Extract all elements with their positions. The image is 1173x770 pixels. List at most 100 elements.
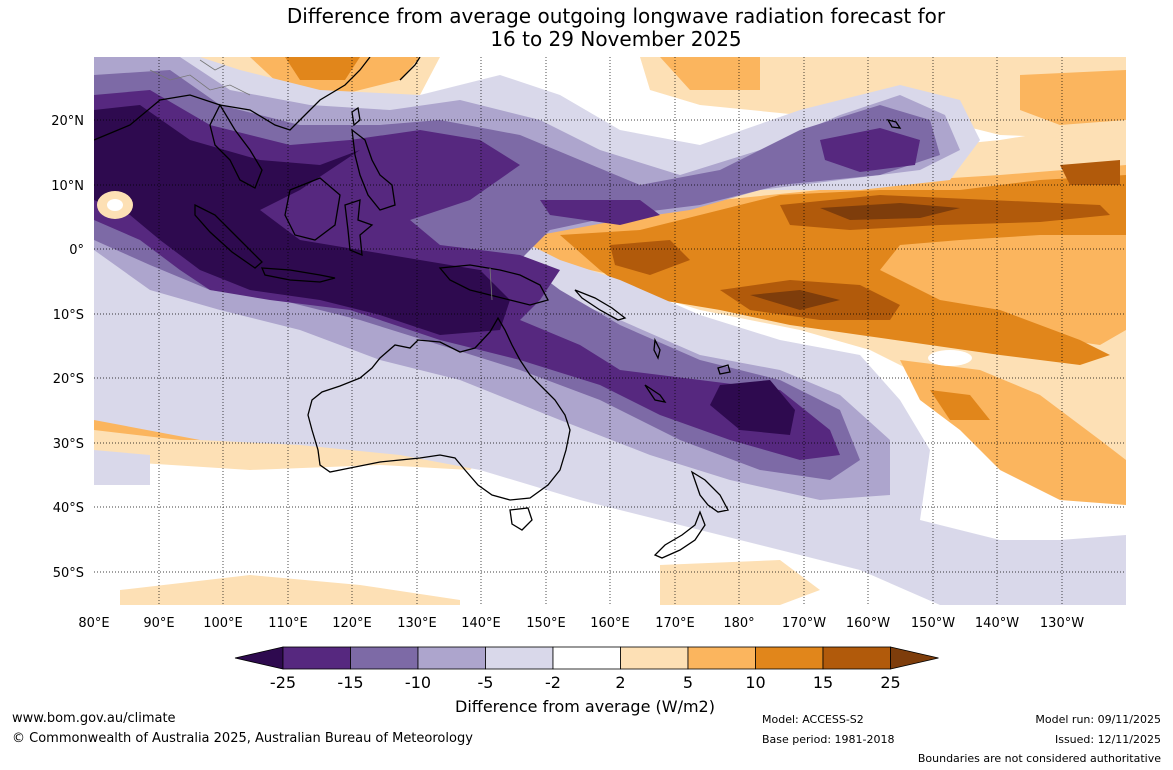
lon-label: 160°W <box>846 616 890 631</box>
anomaly-region <box>660 560 820 605</box>
legend-arrow-high <box>890 646 939 670</box>
lon-label: 130°E <box>397 616 437 631</box>
anomaly-region <box>820 203 960 220</box>
coastlines <box>94 57 902 559</box>
model-name: Model: ACCESS-S2 <box>762 713 864 726</box>
java-coastline <box>260 267 336 283</box>
asia-coastline <box>94 57 371 141</box>
lon-label: 100°E <box>203 616 243 631</box>
lat-label: 50°S <box>53 566 84 581</box>
lat-label: 0° <box>69 243 84 258</box>
graticule <box>94 57 1126 605</box>
anomaly-region <box>750 290 840 310</box>
base-period: Base period: 1981-2018 <box>762 733 895 746</box>
lon-label: 150°E <box>526 616 566 631</box>
legend-tick-label: 5 <box>683 673 693 692</box>
anomaly-region <box>928 350 972 366</box>
legend-swatch <box>620 646 689 670</box>
legend-tick-label: -10 <box>405 673 431 692</box>
japan-coastline <box>399 57 421 81</box>
legend-swatch <box>282 646 351 670</box>
chart-title: Difference from average outgoing longwav… <box>0 5 1173 51</box>
lon-label: 150°W <box>911 616 955 631</box>
legend-tick-label: 25 <box>880 673 900 692</box>
anomaly-region <box>1000 540 1126 580</box>
anomaly-region <box>1060 160 1120 185</box>
taiwan-coastline <box>351 106 361 127</box>
anomaly-region <box>120 575 460 605</box>
longitude-labels: 80°E 90°E 100°E 110°E 120°E 130°E 140°E … <box>78 616 1084 631</box>
new-zealand-south-coastline <box>653 510 706 559</box>
lon-label: 120°E <box>332 616 372 631</box>
anomaly-region <box>660 57 760 90</box>
lat-label: 20°S <box>53 372 84 387</box>
anomaly-region <box>1020 70 1126 125</box>
indochina-coastline <box>209 103 263 189</box>
legend-swatch <box>485 646 554 670</box>
lon-label: 160°E <box>590 616 630 631</box>
copyright-text: © Commonwealth of Australia 2025, Austra… <box>12 731 473 746</box>
lon-label: 130°W <box>1040 616 1084 631</box>
legend-swatch <box>417 646 486 670</box>
website-link[interactable]: www.bom.gov.au/climate <box>12 711 176 726</box>
anomaly-region <box>107 199 123 211</box>
lon-label: 110°E <box>268 616 308 631</box>
sulawesi-coastline <box>344 199 374 257</box>
anomaly-region <box>94 105 510 335</box>
anomaly-region <box>930 390 990 420</box>
hawaii-coastline <box>886 118 902 129</box>
legend-tick-label: 15 <box>813 673 833 692</box>
lat-label: 10°S <box>53 308 84 323</box>
legend-tick-label: -25 <box>270 673 296 692</box>
lon-label: 80°E <box>78 616 109 631</box>
new-guinea-coastline <box>438 264 549 306</box>
borneo-coastline <box>284 177 341 241</box>
issued-date: Issued: 12/11/2025 <box>1054 733 1161 746</box>
model-run-date: Model run: 09/11/2025 <box>1035 713 1161 726</box>
legend-tick-label: 10 <box>745 673 765 692</box>
legend-swatch <box>552 646 621 670</box>
lat-label: 10°N <box>51 179 84 194</box>
anomaly-region <box>780 195 1110 230</box>
lon-label: 180° <box>723 616 754 631</box>
country-borders <box>149 59 493 301</box>
lon-label: 140°E <box>461 616 501 631</box>
tasmania-coastline <box>509 507 533 531</box>
anomaly-region <box>540 200 660 225</box>
legend-swatch <box>755 646 824 670</box>
new-zealand-north-coastline <box>690 470 729 513</box>
title-line-2: 16 to 29 November 2025 <box>490 27 742 51</box>
lat-label: 30°S <box>53 437 84 452</box>
philippines-coastline <box>351 128 396 211</box>
lon-label: 170°W <box>782 616 826 631</box>
anomaly-region <box>710 380 795 435</box>
latitude-labels: 20°N 10°N 0° 10°S 20°S 30°S 40°S 50°S <box>51 114 84 581</box>
legend-tick-label: 2 <box>615 673 625 692</box>
australia-coastline <box>307 316 571 501</box>
legend-tick-label: -5 <box>478 673 494 692</box>
anomaly-region <box>285 57 360 80</box>
title-line-1: Difference from average outgoing longwav… <box>286 4 946 28</box>
legend-arrow-low <box>234 646 284 670</box>
legend-tick-label: -15 <box>337 673 363 692</box>
new-caledonia-coastline <box>644 384 667 403</box>
colour-legend: -25 -15 -10 -5 -2 2 5 10 15 25 <box>234 646 939 692</box>
fiji-coastline <box>717 364 731 375</box>
legend-swatch <box>350 646 419 670</box>
anomaly-region <box>94 450 150 485</box>
solomon-islands-coastline <box>574 289 627 321</box>
legend-swatch <box>687 646 756 670</box>
anomaly-region <box>820 128 920 172</box>
lon-label: 90°E <box>143 616 174 631</box>
lat-label: 40°S <box>53 501 84 516</box>
legend-tick-label: -2 <box>545 673 561 692</box>
lat-label: 20°N <box>51 114 84 129</box>
lon-label: 170°E <box>655 616 695 631</box>
vanuatu-coastline <box>653 337 661 360</box>
lon-label: 140°W <box>975 616 1019 631</box>
legend-swatch <box>822 646 891 670</box>
sumatra-coastline <box>194 203 263 269</box>
legend-title: Difference from average (W/m2) <box>455 697 715 716</box>
boundaries-disclaimer: Boundaries are not considered authoritat… <box>917 752 1161 765</box>
